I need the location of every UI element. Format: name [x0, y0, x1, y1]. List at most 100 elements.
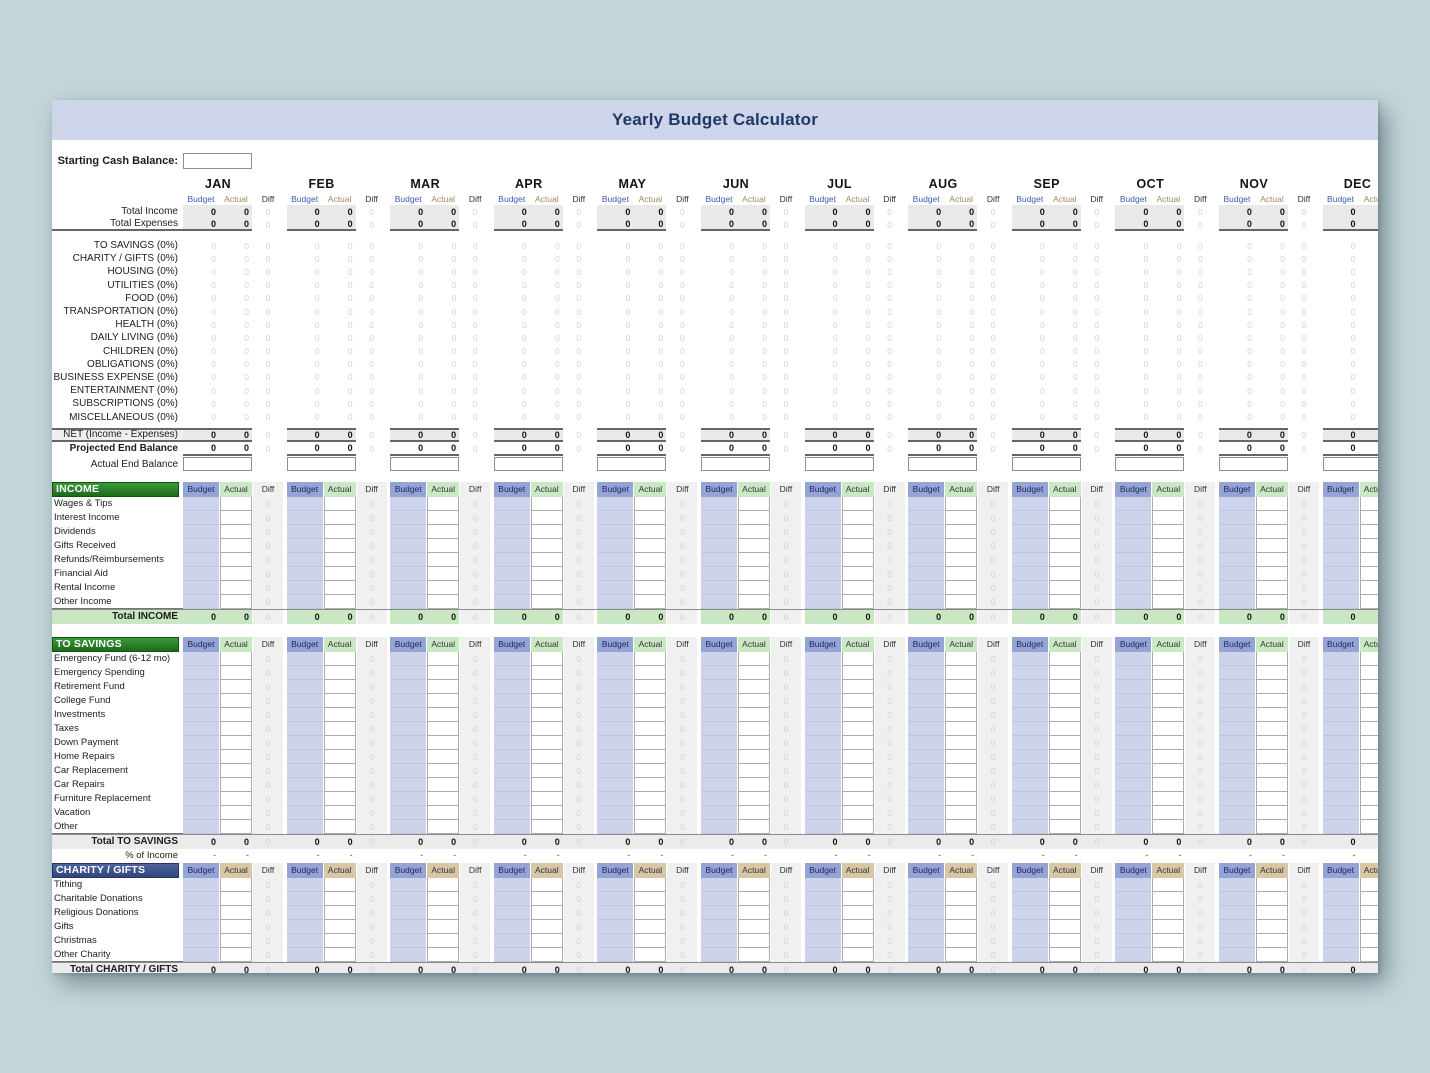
actual-input-cell[interactable] [1048, 877, 1081, 892]
actual-input-cell[interactable] [427, 877, 460, 892]
actual-input-cell[interactable] [427, 763, 460, 778]
actual-input-cell[interactable] [427, 594, 460, 609]
actual-input-cell[interactable] [1255, 791, 1288, 806]
budget-input-cell[interactable] [1218, 651, 1255, 666]
budget-input-cell[interactable] [700, 947, 737, 962]
actual-input-cell[interactable] [945, 651, 978, 666]
actual-input-cell[interactable] [530, 566, 563, 581]
actual-input-cell[interactable] [634, 524, 667, 539]
actual-input-cell[interactable] [1359, 510, 1378, 525]
actual-input-cell[interactable] [530, 693, 563, 708]
budget-input-cell[interactable] [1011, 594, 1048, 609]
actual-input-cell[interactable] [945, 749, 978, 764]
budget-input-cell[interactable] [493, 721, 530, 736]
actual-input-cell[interactable] [1255, 721, 1288, 736]
budget-input-cell[interactable] [183, 905, 219, 920]
actual-input-cell[interactable] [1048, 721, 1081, 736]
actual-input-cell[interactable] [945, 679, 978, 694]
actual-input-cell[interactable] [427, 496, 460, 511]
actual-input-cell[interactable] [427, 693, 460, 708]
actual-end-balance-input[interactable] [1115, 456, 1185, 471]
actual-input-cell[interactable] [220, 496, 252, 511]
budget-input-cell[interactable] [597, 721, 634, 736]
actual-input-cell[interactable] [1359, 693, 1378, 708]
actual-input-cell[interactable] [1048, 651, 1081, 666]
actual-end-balance-input[interactable] [1011, 456, 1081, 471]
actual-input-cell[interactable] [1255, 877, 1288, 892]
actual-input-cell[interactable] [530, 805, 563, 820]
actual-input-cell[interactable] [1152, 819, 1185, 834]
actual-input-cell[interactable] [841, 877, 874, 892]
actual-input-cell[interactable] [1048, 552, 1081, 567]
actual-input-cell[interactable] [1359, 679, 1378, 694]
budget-input-cell[interactable] [1011, 805, 1048, 820]
budget-input-cell[interactable] [804, 679, 841, 694]
budget-input-cell[interactable] [597, 819, 634, 834]
budget-input-cell[interactable] [1322, 947, 1359, 962]
actual-input-cell[interactable] [634, 749, 667, 764]
budget-input-cell[interactable] [908, 791, 945, 806]
budget-input-cell[interactable] [1011, 905, 1048, 920]
actual-input-cell[interactable] [323, 905, 356, 920]
budget-input-cell[interactable] [700, 819, 737, 834]
budget-input-cell[interactable] [1218, 552, 1255, 567]
actual-input-cell[interactable] [841, 749, 874, 764]
actual-input-cell[interactable] [1255, 735, 1288, 750]
budget-input-cell[interactable] [286, 580, 323, 595]
actual-input-cell[interactable] [945, 693, 978, 708]
actual-input-cell[interactable] [841, 763, 874, 778]
actual-input-cell[interactable] [841, 566, 874, 581]
actual-input-cell[interactable] [634, 510, 667, 525]
actual-input-cell[interactable] [427, 919, 460, 934]
actual-input-cell[interactable] [1359, 651, 1378, 666]
budget-input-cell[interactable] [1218, 791, 1255, 806]
actual-input-cell[interactable] [634, 721, 667, 736]
actual-end-balance-input[interactable] [804, 456, 874, 471]
budget-input-cell[interactable] [804, 777, 841, 792]
actual-input-cell[interactable] [945, 877, 978, 892]
budget-input-cell[interactable] [286, 651, 323, 666]
actual-input-cell[interactable] [323, 566, 356, 581]
actual-input-cell[interactable] [220, 552, 252, 567]
budget-input-cell[interactable] [1322, 651, 1359, 666]
actual-input-cell[interactable] [1255, 538, 1288, 553]
actual-input-cell[interactable] [1152, 777, 1185, 792]
budget-input-cell[interactable] [1115, 763, 1152, 778]
actual-input-cell[interactable] [945, 496, 978, 511]
actual-input-cell[interactable] [323, 552, 356, 567]
actual-input-cell[interactable] [945, 538, 978, 553]
budget-input-cell[interactable] [1011, 707, 1048, 722]
budget-input-cell[interactable] [700, 524, 737, 539]
actual-input-cell[interactable] [220, 651, 252, 666]
budget-input-cell[interactable] [1115, 594, 1152, 609]
budget-input-cell[interactable] [1322, 819, 1359, 834]
budget-input-cell[interactable] [1218, 707, 1255, 722]
actual-input-cell[interactable] [220, 919, 252, 934]
budget-input-cell[interactable] [493, 566, 530, 581]
actual-input-cell[interactable] [945, 905, 978, 920]
budget-input-cell[interactable] [1011, 777, 1048, 792]
budget-input-cell[interactable] [1322, 707, 1359, 722]
actual-input-cell[interactable] [323, 947, 356, 962]
actual-input-cell[interactable] [841, 919, 874, 934]
actual-input-cell[interactable] [634, 891, 667, 906]
budget-input-cell[interactable] [1322, 665, 1359, 680]
budget-input-cell[interactable] [700, 877, 737, 892]
budget-input-cell[interactable] [1115, 777, 1152, 792]
actual-input-cell[interactable] [1255, 777, 1288, 792]
actual-input-cell[interactable] [1359, 566, 1378, 581]
budget-input-cell[interactable] [804, 538, 841, 553]
actual-input-cell[interactable] [1359, 905, 1378, 920]
budget-input-cell[interactable] [804, 524, 841, 539]
budget-input-cell[interactable] [390, 735, 427, 750]
budget-input-cell[interactable] [1322, 749, 1359, 764]
actual-input-cell[interactable] [634, 763, 667, 778]
budget-input-cell[interactable] [183, 933, 219, 948]
budget-input-cell[interactable] [390, 552, 427, 567]
budget-input-cell[interactable] [1115, 707, 1152, 722]
actual-input-cell[interactable] [1255, 805, 1288, 820]
actual-input-cell[interactable] [634, 819, 667, 834]
budget-input-cell[interactable] [493, 735, 530, 750]
actual-input-cell[interactable] [1359, 749, 1378, 764]
budget-input-cell[interactable] [183, 566, 219, 581]
